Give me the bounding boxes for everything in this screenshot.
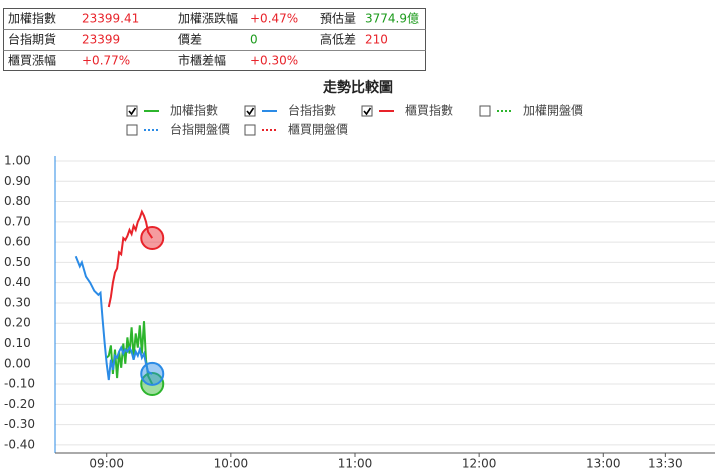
legend-label: 櫃買開盤價 [288,123,348,137]
stat-value: 210 [365,33,388,47]
legend-checkbox[interactable] [126,124,138,136]
x-tick-label: 10:00 [214,457,249,471]
stat-value: 23399.41 [82,12,139,26]
y-tick-label: 0.20 [4,316,31,330]
y-tick-label: 0.60 [4,235,31,249]
legend-checkbox[interactable] [361,105,373,117]
legend-label: 櫃買指數 [405,103,453,118]
y-tick-label: -0.10 [4,377,35,391]
stat-value: +0.30% [250,54,298,68]
series-line [107,209,154,308]
stats-table [3,8,426,71]
y-tick-label: -0.20 [4,397,35,411]
stat-label: 加權指數 [8,11,56,26]
legend-checkbox[interactable] [244,105,256,117]
y-tick-label: -0.30 [4,417,35,431]
y-tick-label: -0.40 [4,437,35,451]
y-tick-label: 1.00 [4,154,31,168]
y-tick-label: 0.30 [4,295,31,309]
last-point [140,361,165,386]
x-tick-label: 11:00 [338,457,373,471]
stat-label: 市櫃差幅 [178,53,226,68]
chart-title: 走勢比較圖 [323,79,393,96]
stat-label: 加權漲跌幅 [178,11,238,26]
legend-label: 加權指數 [170,103,218,118]
series-line [74,255,153,381]
x-tick-label: 13:30 [648,457,683,471]
stat-label: 櫃買漲幅 [8,53,56,68]
checkmark [246,107,255,116]
stat-value: +0.47% [250,12,298,26]
stat-label: 預估量 [320,12,356,26]
stat-label: 台指期貨 [8,32,56,47]
stat-value: 3774.9億 [365,12,419,26]
stat-value: +0.77% [82,54,130,68]
y-tick-label: 0.50 [4,255,31,269]
x-tick-label: 13:00 [586,457,621,471]
stat-value: 23399 [82,33,120,47]
legend-label: 台指開盤價 [170,122,230,137]
legend-label: 加權開盤價 [523,104,583,118]
legend-checkbox[interactable] [479,105,491,117]
y-tick-label: 0.90 [4,174,31,188]
y-tick-label: 0.70 [4,214,31,228]
legend-checkbox[interactable] [126,105,138,117]
x-tick-label: 12:00 [462,457,497,471]
y-tick-label: 0.00 [4,356,31,370]
legend-checkbox[interactable] [244,124,256,136]
checkmark [128,107,137,116]
y-tick-label: 0.80 [4,194,31,208]
legend-label: 台指指數 [288,103,336,118]
last-point [140,226,165,251]
checkmark [363,107,372,116]
stat-label: 高低差 [320,32,356,47]
y-tick-label: 0.40 [4,275,31,289]
stat-label: 價差 [178,33,202,47]
y-tick-label: 0.10 [4,336,31,350]
stat-value: 0 [250,33,258,47]
x-tick-label: 09:00 [89,457,124,471]
